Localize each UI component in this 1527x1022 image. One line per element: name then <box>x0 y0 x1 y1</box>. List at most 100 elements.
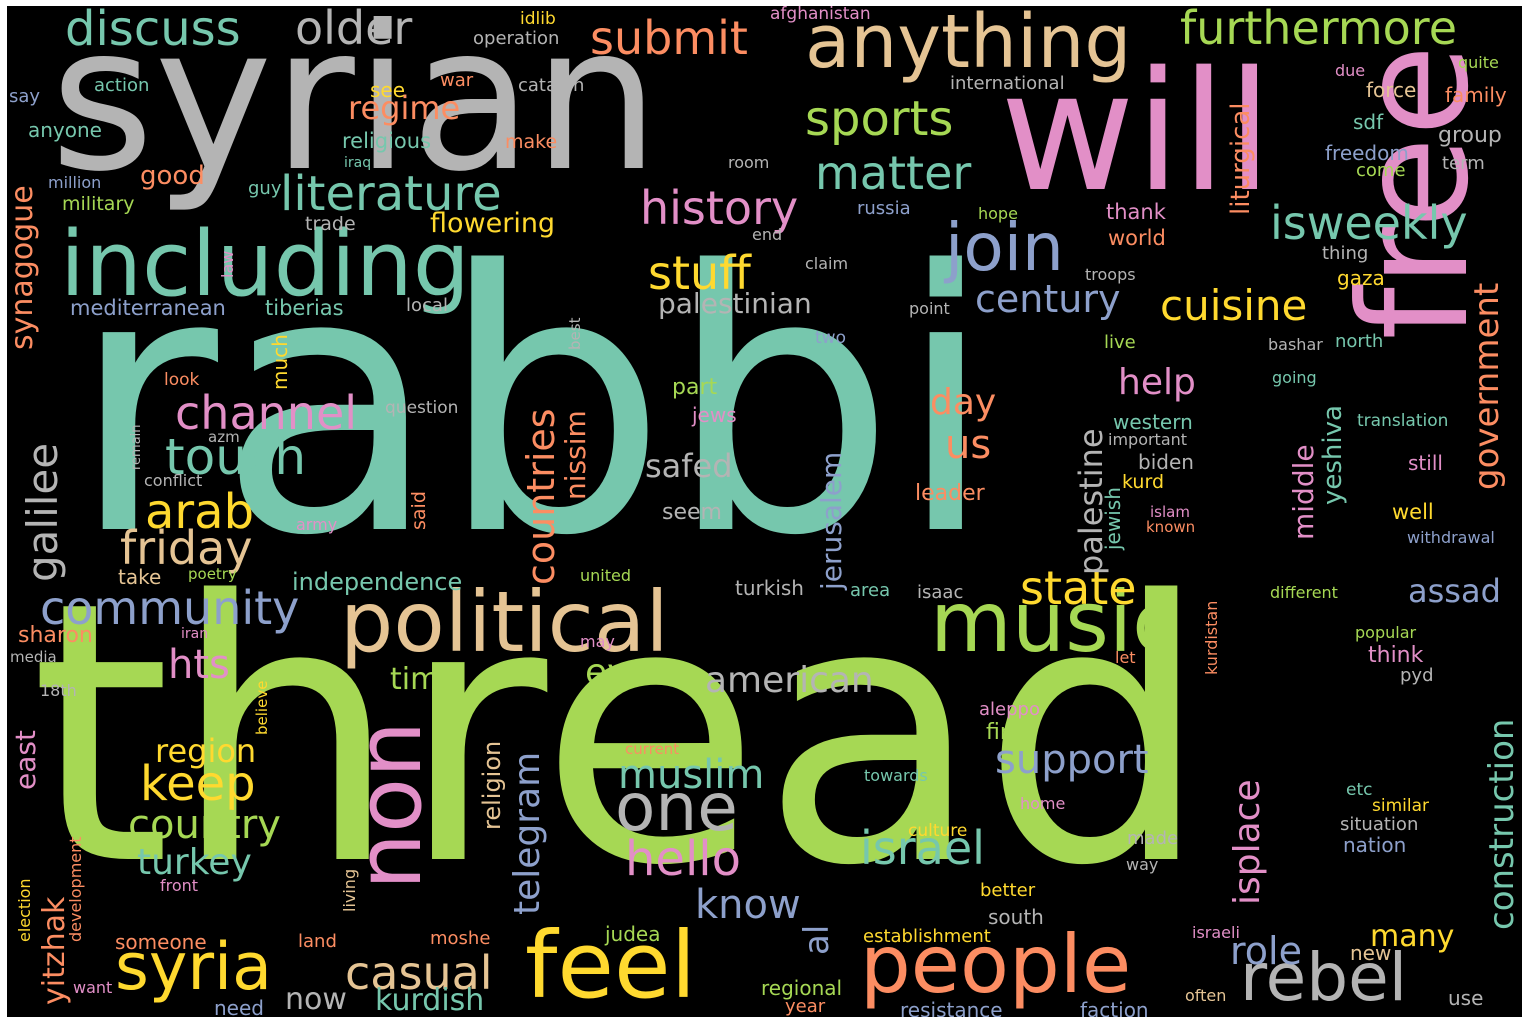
word-us: us <box>945 422 992 468</box>
word-resistance: resistance <box>900 998 1003 1017</box>
word-etc: etc <box>1346 780 1373 800</box>
word-freedom: freedom <box>1325 141 1409 165</box>
word-remain: remain <box>129 424 144 470</box>
word-question: question <box>385 398 459 418</box>
word-discuss: discuss <box>65 6 241 57</box>
word-flowering: flowering <box>430 208 556 239</box>
word-countries: countries <box>519 408 563 585</box>
word-regional: regional <box>761 976 843 1000</box>
word-literature: literature <box>280 166 502 222</box>
word-judea: judea <box>605 922 661 946</box>
word-different: different <box>1270 583 1338 602</box>
word-important: important <box>1108 430 1188 449</box>
word-pyd: pyd <box>1400 665 1434 686</box>
word-know: know <box>695 882 801 928</box>
word-hello: hello <box>625 831 741 887</box>
word-galilee: galilee <box>18 442 67 582</box>
word-term: term <box>1442 153 1485 174</box>
word-russia: russia <box>857 198 911 219</box>
word-arab: arab <box>145 484 255 540</box>
word-iran: iran <box>181 626 209 642</box>
word-world: world <box>1108 226 1166 250</box>
word-including: including <box>60 212 470 317</box>
word-anything: anything <box>805 6 1132 85</box>
word-troops: troops <box>1085 265 1136 284</box>
word-better: better <box>980 880 1036 901</box>
word-action: action <box>94 75 150 96</box>
word-middle: middle <box>1287 444 1320 540</box>
word-north: north <box>1335 331 1384 352</box>
word-thing: thing <box>1322 243 1369 264</box>
word-casual: casual <box>345 946 493 1000</box>
word-furthermore: furthermore <box>1180 6 1458 55</box>
word-withdrawal: withdrawal <box>1407 528 1495 547</box>
word-rabbi: rabbi <box>70 195 996 614</box>
word-sdf: sdf <box>1353 110 1384 134</box>
word-may: may <box>580 632 615 651</box>
word-nissim: nissim <box>559 410 592 500</box>
word-group: group <box>1438 123 1502 148</box>
word-political: political <box>340 573 669 671</box>
word-biden: biden <box>1138 450 1194 474</box>
word-even: even <box>585 652 674 693</box>
word-now: now <box>285 982 347 1017</box>
word-islam: islam <box>1150 503 1190 521</box>
word-palestinian: palestinian <box>658 287 812 320</box>
word-cuisine: cuisine <box>1160 281 1308 330</box>
word-take: take <box>118 565 162 589</box>
word-claim: claim <box>805 254 849 273</box>
word-situation: situation <box>1340 814 1419 835</box>
word-older: older <box>295 6 413 55</box>
word-synagogue: synagogue <box>7 185 40 350</box>
word-role: role <box>1230 929 1302 973</box>
word-good: good <box>140 161 205 191</box>
word-muslim: muslim <box>618 752 765 798</box>
word-israel: israel <box>860 821 985 875</box>
word-kurdish: kurdish <box>375 983 485 1017</box>
word-one: one <box>615 769 738 846</box>
word-matter: matter <box>815 146 972 200</box>
word-say: say <box>9 86 41 107</box>
word-community: community <box>40 581 300 635</box>
word-cloud-canvas: rabbi thread syrian will free including politi… <box>7 6 1522 1017</box>
word-still: still <box>1408 451 1443 475</box>
word-operation: operation <box>473 28 560 49</box>
word-many: many <box>1370 919 1455 954</box>
word-western: western <box>1113 410 1193 434</box>
word-moshe: moshe <box>430 928 491 949</box>
word-believe: believe <box>253 680 271 735</box>
word-poetry: poetry <box>188 565 237 583</box>
word-thread: thread <box>30 525 1211 944</box>
word-catalan: catalan <box>518 75 585 96</box>
word-seem: seem <box>662 500 722 525</box>
word-al: al <box>797 924 837 955</box>
word-yeshiva: yeshiva <box>1318 405 1348 505</box>
word-south: south <box>988 905 1044 929</box>
word-development: development <box>66 836 85 942</box>
word-syrian: syrian <box>50 6 660 216</box>
word-iraq: iraq <box>344 155 372 171</box>
word-turkey: turkey <box>137 842 252 883</box>
word-think: think <box>1368 643 1424 668</box>
word-quite: quite <box>1458 53 1499 72</box>
word-military: military <box>62 193 135 215</box>
word-independence: independence <box>292 568 463 596</box>
word-azm: azm <box>208 428 240 446</box>
word-popular: popular <box>1355 623 1417 642</box>
word-election: election <box>15 878 34 942</box>
word-state: state <box>1020 561 1137 615</box>
word-support: support <box>995 737 1149 783</box>
word-much: much <box>268 334 292 390</box>
word-friday: friday <box>120 521 253 575</box>
word-million: million <box>48 173 102 192</box>
word-well: well <box>1392 500 1434 524</box>
word-channel: channel <box>175 386 358 440</box>
word-will: will <box>1000 36 1273 228</box>
word-establishment: establishment <box>863 926 991 947</box>
word-part: part <box>672 375 718 400</box>
word-year: year <box>785 996 826 1017</box>
word-sports: sports <box>805 91 954 147</box>
word-hope: hope <box>978 204 1018 223</box>
word-let: let <box>1115 648 1136 667</box>
word-construction: construction <box>1482 718 1522 930</box>
